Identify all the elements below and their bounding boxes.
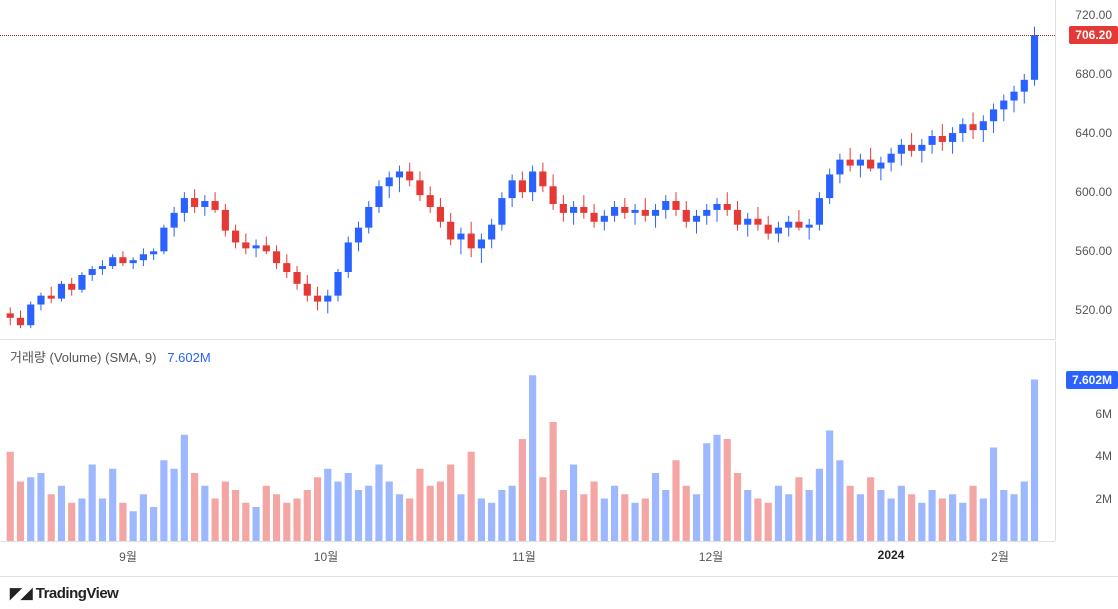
price-tick: 600.00	[1075, 185, 1112, 199]
time-tick: 12월	[699, 548, 723, 565]
time-axis: 9월 10월 11월 12월 2024 2월	[0, 541, 1055, 571]
price-tick: 640.00	[1075, 126, 1112, 140]
time-tick: 10월	[314, 548, 338, 565]
footer: ◤◢ TradingView	[0, 576, 1118, 609]
time-tick: 9월	[119, 548, 137, 565]
time-tick: 11월	[512, 548, 536, 565]
time-tick: 2월	[991, 548, 1009, 565]
volume-tick: 4M	[1095, 449, 1112, 463]
price-tick: 560.00	[1075, 244, 1112, 258]
tradingview-logo: ◤◢ TradingView	[10, 584, 118, 602]
price-tick: 520.00	[1075, 303, 1112, 317]
volume-tick: 6M	[1095, 407, 1112, 421]
volume-tick: 2M	[1095, 492, 1112, 506]
price-axis: 720.00 680.00 640.00 600.00 560.00 520.00 706.…	[1055, 0, 1118, 340]
time-tick: 2024	[878, 548, 905, 562]
price-tick: 720.00	[1075, 8, 1112, 22]
volume-axis: 6M 4M 2M 7.602M	[1055, 341, 1118, 541]
volume-title: 거래량 (Volume) (SMA, 9) 7.602M	[10, 347, 211, 366]
volume-chart[interactable]: 거래량 (Volume) (SMA, 9) 7.602M	[0, 341, 1055, 541]
price-tick: 680.00	[1075, 67, 1112, 81]
last-price-badge: 706.20	[1069, 26, 1118, 44]
last-price-line	[0, 35, 1055, 36]
volume-value: 7.602M	[167, 350, 210, 365]
volume-label: 거래량 (Volume) (SMA, 9)	[10, 350, 156, 365]
volume-badge: 7.602M	[1066, 371, 1118, 389]
price-chart[interactable]	[0, 0, 1055, 340]
